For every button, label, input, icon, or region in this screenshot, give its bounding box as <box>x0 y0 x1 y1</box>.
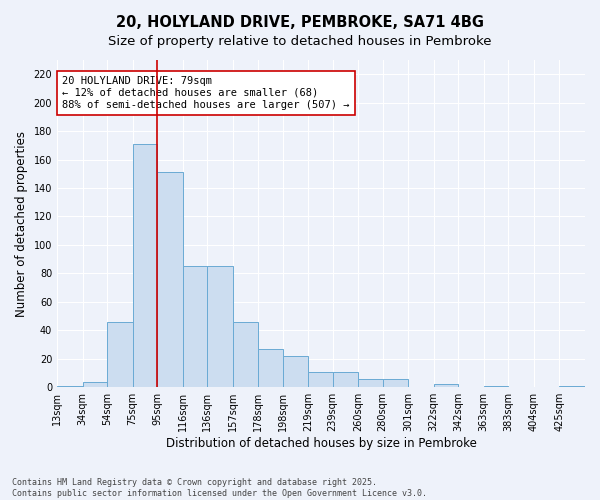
X-axis label: Distribution of detached houses by size in Pembroke: Distribution of detached houses by size … <box>166 437 476 450</box>
Bar <box>559 386 585 387</box>
Bar <box>207 266 233 387</box>
Bar <box>57 386 83 387</box>
Bar <box>107 322 133 387</box>
Bar <box>484 386 508 387</box>
Bar <box>133 144 157 387</box>
Text: Contains HM Land Registry data © Crown copyright and database right 2025.
Contai: Contains HM Land Registry data © Crown c… <box>12 478 427 498</box>
Bar <box>358 378 383 387</box>
Bar <box>182 266 207 387</box>
Bar <box>233 322 258 387</box>
Bar <box>157 172 182 387</box>
Bar <box>83 382 107 387</box>
Text: Size of property relative to detached houses in Pembroke: Size of property relative to detached ho… <box>108 35 492 48</box>
Bar <box>258 349 283 387</box>
Bar <box>332 372 358 387</box>
Bar <box>383 378 408 387</box>
Text: 20, HOLYLAND DRIVE, PEMBROKE, SA71 4BG: 20, HOLYLAND DRIVE, PEMBROKE, SA71 4BG <box>116 15 484 30</box>
Bar <box>434 384 458 387</box>
Bar <box>308 372 332 387</box>
Text: 20 HOLYLAND DRIVE: 79sqm
← 12% of detached houses are smaller (68)
88% of semi-d: 20 HOLYLAND DRIVE: 79sqm ← 12% of detach… <box>62 76 350 110</box>
Bar <box>283 356 308 387</box>
Y-axis label: Number of detached properties: Number of detached properties <box>15 130 28 316</box>
